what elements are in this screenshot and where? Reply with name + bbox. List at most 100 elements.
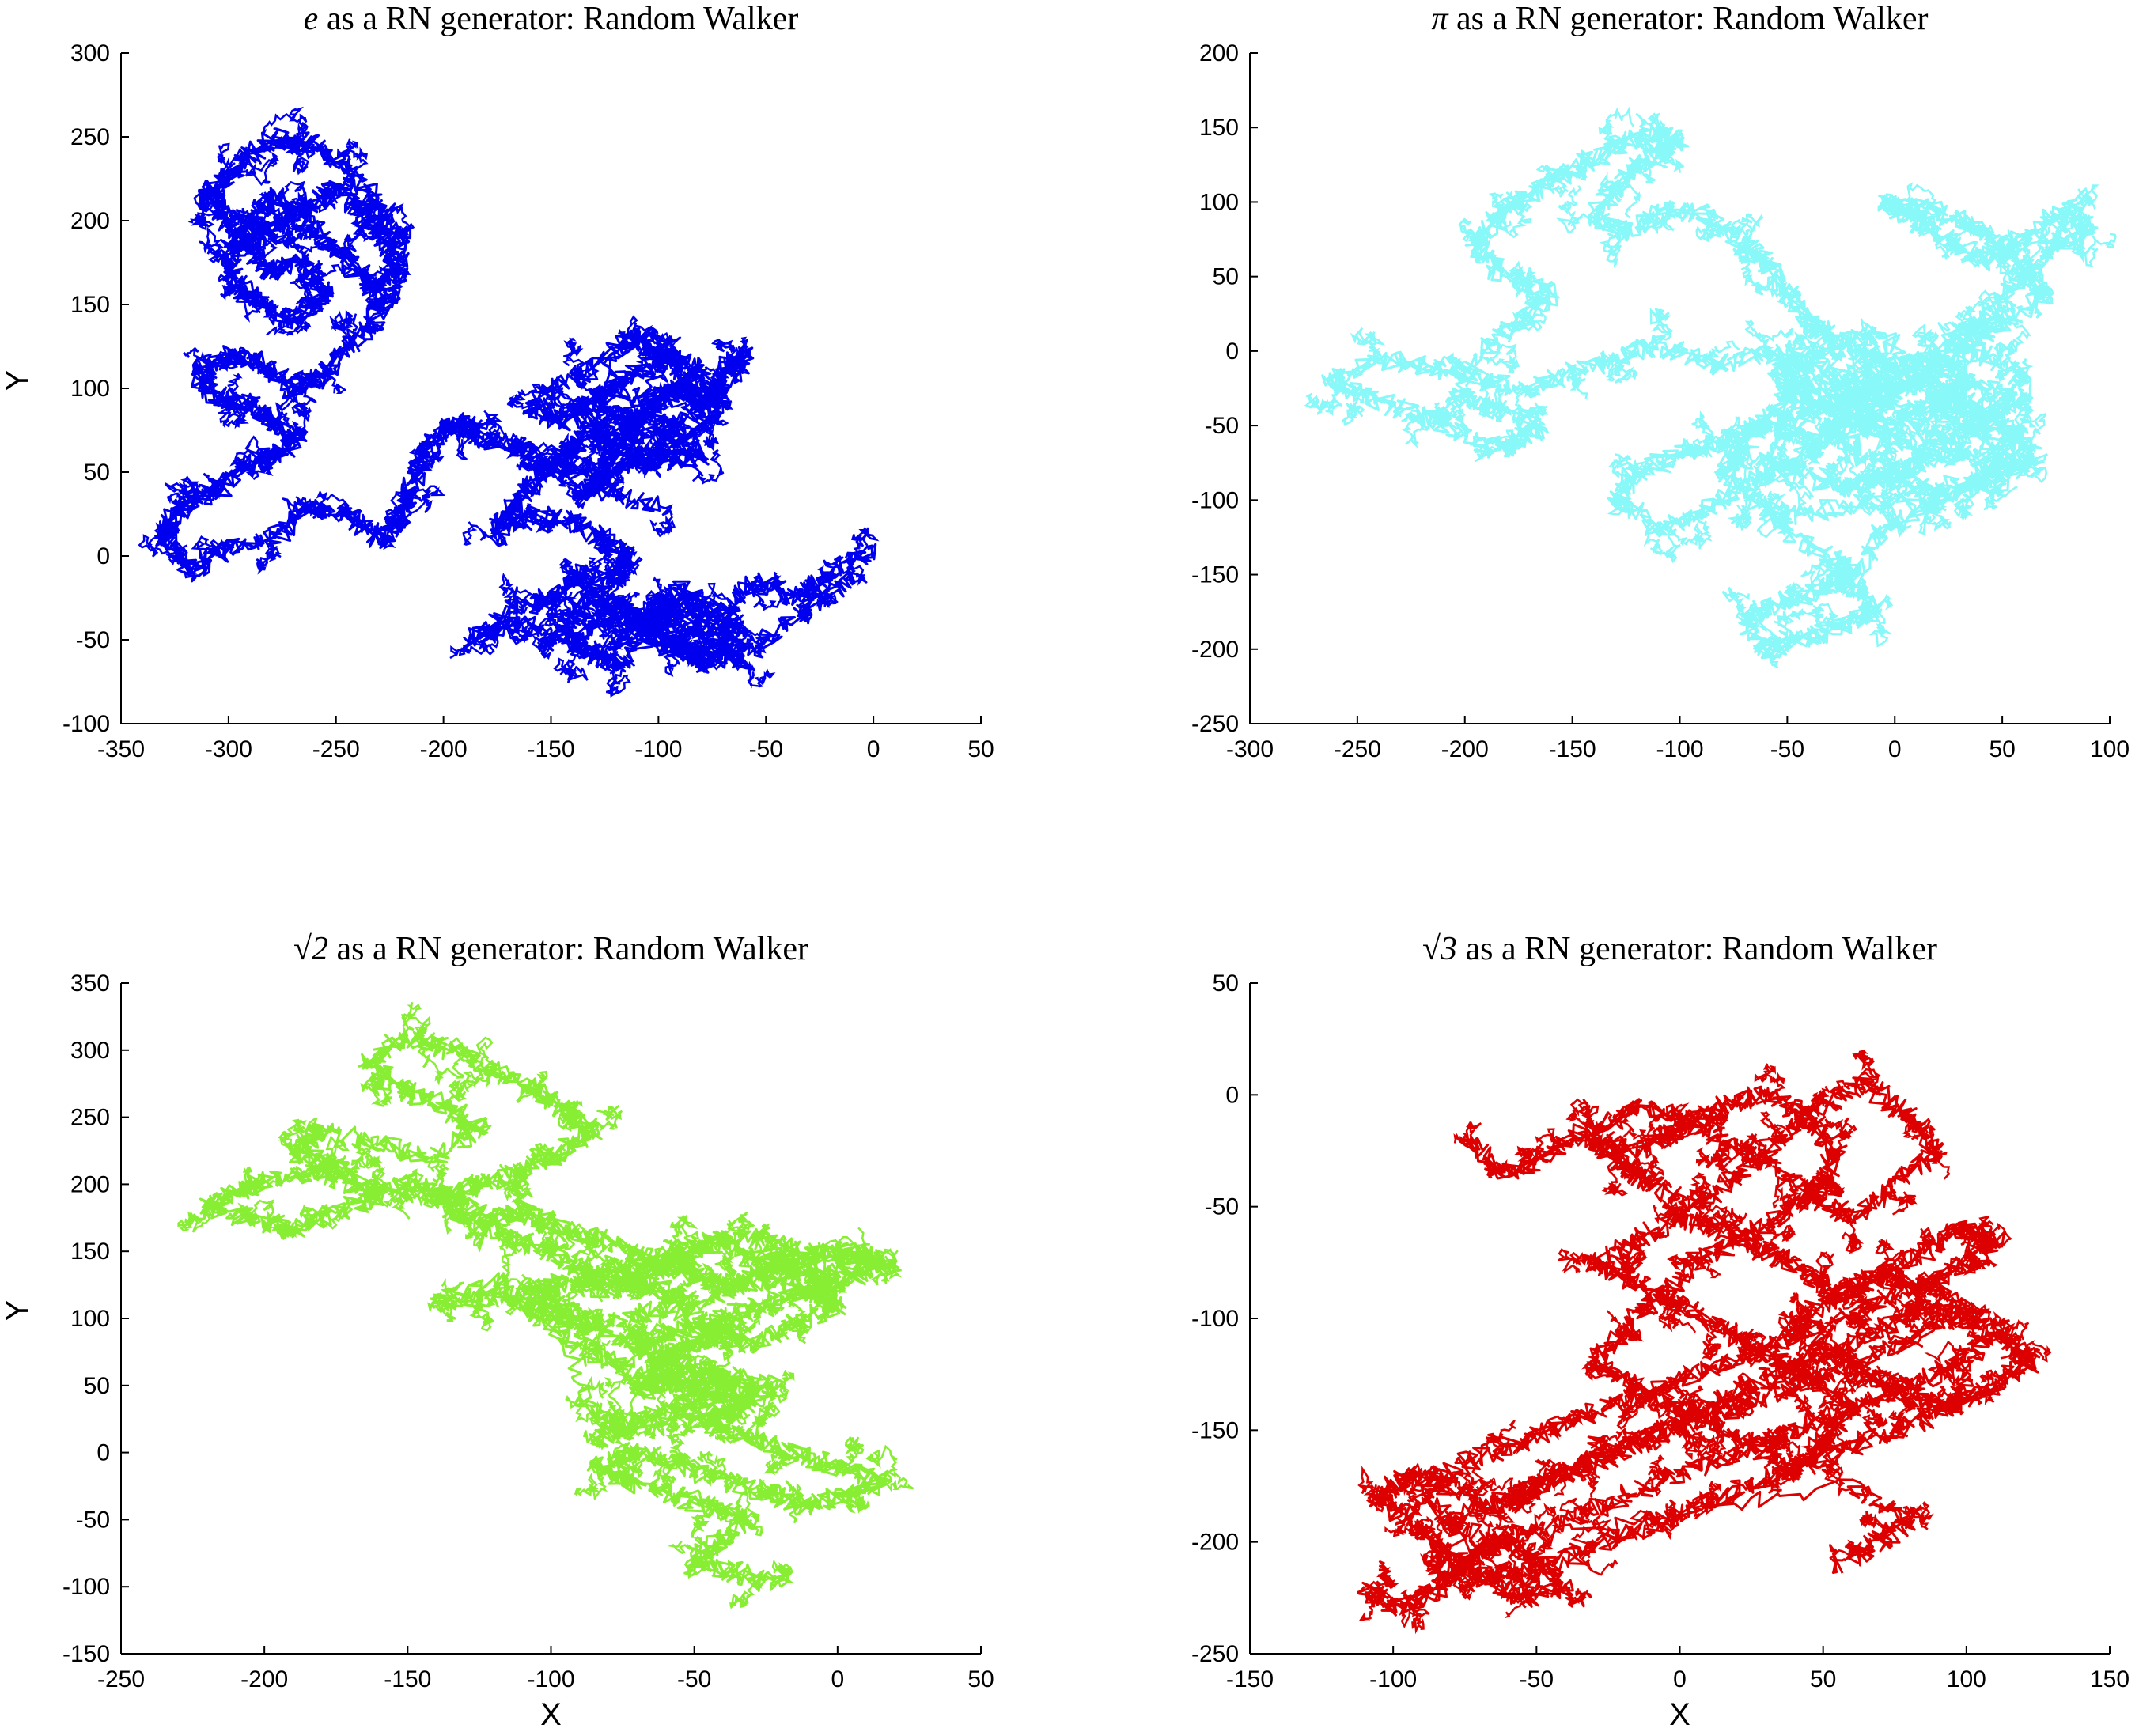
walk-point: [1666, 1254, 1721, 1279]
walk-point: [218, 255, 238, 301]
y-tick-label: 100: [70, 1306, 110, 1332]
walk-point: [1612, 1250, 1641, 1288]
chart-title: √2 as a RN generator: Random Walker: [293, 931, 808, 967]
walk-point: [1550, 161, 1591, 182]
walk-point: [1762, 1428, 1789, 1450]
walk-point: [378, 515, 411, 550]
walk-point: [1892, 1305, 1943, 1344]
walk-point: [1879, 194, 1905, 218]
walk-point: [784, 1479, 812, 1524]
walk-point: [1823, 1346, 1863, 1385]
walk-point: [1744, 319, 1793, 356]
walk-point: [770, 1559, 794, 1588]
walk-point: [278, 1130, 327, 1155]
y-axis-label: Y: [0, 370, 35, 391]
walk-point: [502, 1277, 542, 1312]
chart-title: π as a RN generator: Random Walker: [1431, 1, 1928, 37]
y-tick-label: -250: [1191, 711, 1239, 737]
walk-point: [1761, 1224, 1796, 1258]
walk-point: [1429, 388, 1473, 425]
walk-point: [1616, 1388, 1645, 1430]
walk-point: [1514, 1128, 1568, 1162]
walk-point: [823, 557, 868, 586]
walk-point: [1997, 354, 2034, 385]
walk-point: [2015, 450, 2048, 483]
walk-point: [1743, 419, 1776, 437]
walk-point: [1958, 1301, 1992, 1326]
walk-point: [197, 194, 239, 226]
walk-point: [1619, 1103, 1656, 1140]
y-tick-label: 150: [1199, 115, 1239, 141]
walk-series-2: [1412, 1276, 1990, 1587]
walk-series-2: [430, 1227, 873, 1437]
y-tick-label: -100: [62, 711, 110, 737]
walk-point: [1992, 308, 2032, 357]
walk-point: [1798, 1171, 1835, 1214]
walk-point: [236, 210, 271, 247]
walk-point: [1384, 1515, 1433, 1537]
walk-point: [593, 1104, 623, 1132]
walk-point: [688, 448, 725, 486]
chart-title-symbol: √2: [293, 931, 328, 967]
walk-point: [2040, 216, 2072, 244]
walk-point: [312, 490, 352, 523]
walk-point: [1482, 1155, 1512, 1179]
y-tick-label: -50: [1205, 1194, 1239, 1220]
walk-point: [1738, 1133, 1773, 1170]
x-tick-label: 0: [831, 1666, 844, 1693]
walk-point: [1774, 607, 1809, 643]
walk-point: [1713, 437, 1750, 478]
y-tick-label: 0: [1225, 1082, 1239, 1108]
walk-point: [464, 1174, 485, 1198]
chart-title: e as a RN generator: Random Walker: [304, 1, 799, 37]
y-tick-label: -200: [1191, 1530, 1239, 1556]
walk-point: [1798, 310, 1821, 338]
walk-point: [262, 395, 299, 433]
walk-point: [450, 1108, 492, 1137]
walk-point: [183, 346, 218, 390]
chart-panel-2: π as a RN generator: Random Walker -250 -2…: [1191, 1, 2130, 762]
walk-point: [577, 1258, 618, 1293]
walk-point: [1653, 137, 1685, 173]
walk-point: [570, 1235, 596, 1272]
walk-point: [1535, 164, 1569, 198]
walk-point: [228, 207, 267, 229]
walk-point: [1859, 1511, 1895, 1543]
walk-point: [1559, 1497, 1601, 1527]
y-tick-label: 300: [70, 1038, 110, 1064]
walk-point: [798, 1251, 820, 1287]
x-tick-label: 50: [967, 736, 994, 762]
walk-point: [285, 403, 309, 446]
walk-point: [1644, 1454, 1671, 1497]
walk-point: [456, 410, 503, 444]
walk-point: [1854, 462, 1902, 486]
walk-point: [662, 625, 700, 654]
walk-point: [1971, 1369, 2005, 1405]
walk-point: [1918, 1385, 1969, 1420]
x-tick-label: -250: [312, 736, 360, 762]
walk-point: [1422, 1549, 1452, 1577]
walk-point: [212, 373, 243, 415]
walk-point: [1556, 185, 1600, 233]
walk-point: [1606, 1310, 1645, 1342]
walk-point: [696, 1450, 731, 1487]
walk-point: [1485, 191, 1520, 228]
walk-point: [1691, 410, 1724, 459]
walk-point: [1479, 343, 1520, 375]
walk-point: [2031, 280, 2054, 319]
walk-point: [653, 1458, 677, 1495]
walk-point: [1902, 1501, 1934, 1530]
walk-point: [1695, 216, 1724, 243]
x-tick-label: -100: [1656, 736, 1703, 762]
walk-series-3: [522, 327, 725, 512]
x-tick-label: 100: [2090, 736, 2130, 762]
walk-point: [199, 226, 229, 264]
walk-point: [1793, 331, 1828, 361]
y-tick-label: -150: [62, 1641, 110, 1667]
walk-point: [604, 1264, 644, 1301]
walk-point: [498, 572, 534, 615]
walk-point: [600, 1399, 627, 1446]
walk-point: [1860, 429, 1900, 473]
walk-point: [1350, 327, 1386, 360]
walk-point: [218, 404, 252, 429]
